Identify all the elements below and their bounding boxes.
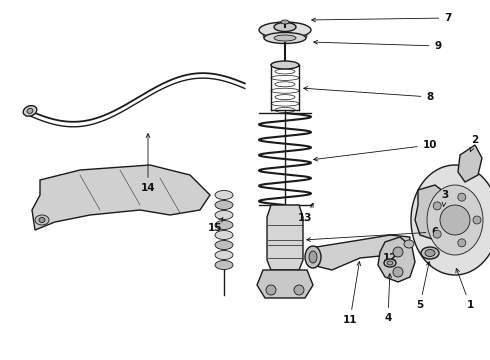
Text: 4: 4: [384, 274, 392, 323]
Circle shape: [458, 193, 466, 201]
Text: 1: 1: [456, 269, 474, 310]
Circle shape: [393, 267, 403, 277]
Circle shape: [294, 285, 304, 295]
Ellipse shape: [27, 108, 33, 113]
Ellipse shape: [23, 105, 37, 116]
Ellipse shape: [309, 251, 317, 263]
Circle shape: [458, 239, 466, 247]
Text: 15: 15: [208, 218, 223, 233]
Polygon shape: [257, 270, 313, 298]
Ellipse shape: [274, 22, 296, 31]
Ellipse shape: [215, 261, 233, 270]
Ellipse shape: [411, 165, 490, 275]
Circle shape: [473, 216, 481, 224]
Ellipse shape: [215, 240, 233, 249]
Circle shape: [440, 205, 470, 235]
Ellipse shape: [384, 259, 396, 267]
Text: 11: 11: [343, 262, 361, 325]
Text: 6: 6: [307, 227, 439, 242]
Ellipse shape: [274, 35, 296, 41]
Ellipse shape: [264, 32, 306, 44]
Polygon shape: [267, 205, 303, 270]
Ellipse shape: [215, 211, 233, 220]
Ellipse shape: [215, 190, 233, 199]
Text: 13: 13: [298, 203, 313, 223]
Polygon shape: [415, 185, 450, 240]
Text: 8: 8: [304, 87, 434, 102]
Ellipse shape: [427, 185, 483, 255]
Polygon shape: [310, 235, 410, 270]
Ellipse shape: [263, 31, 307, 41]
Text: 9: 9: [314, 40, 441, 51]
Ellipse shape: [387, 261, 393, 265]
Circle shape: [433, 230, 441, 238]
Circle shape: [393, 247, 403, 257]
Text: 10: 10: [314, 140, 437, 161]
Text: 7: 7: [312, 13, 452, 23]
Text: 3: 3: [441, 190, 449, 206]
Ellipse shape: [39, 217, 45, 222]
Ellipse shape: [259, 22, 311, 38]
Ellipse shape: [305, 246, 321, 268]
Ellipse shape: [404, 240, 414, 248]
Polygon shape: [378, 237, 415, 282]
Ellipse shape: [281, 20, 289, 24]
Circle shape: [433, 202, 441, 210]
Text: 2: 2: [470, 135, 479, 152]
Ellipse shape: [215, 230, 233, 239]
Ellipse shape: [215, 220, 233, 230]
Ellipse shape: [215, 251, 233, 260]
Text: 5: 5: [416, 262, 430, 310]
Ellipse shape: [271, 61, 299, 69]
Polygon shape: [32, 165, 210, 230]
Text: 12: 12: [383, 248, 400, 263]
Polygon shape: [458, 145, 482, 182]
Ellipse shape: [425, 249, 435, 256]
Ellipse shape: [421, 247, 439, 259]
Ellipse shape: [215, 201, 233, 210]
Ellipse shape: [35, 215, 49, 225]
Text: 14: 14: [141, 134, 155, 193]
Circle shape: [266, 285, 276, 295]
